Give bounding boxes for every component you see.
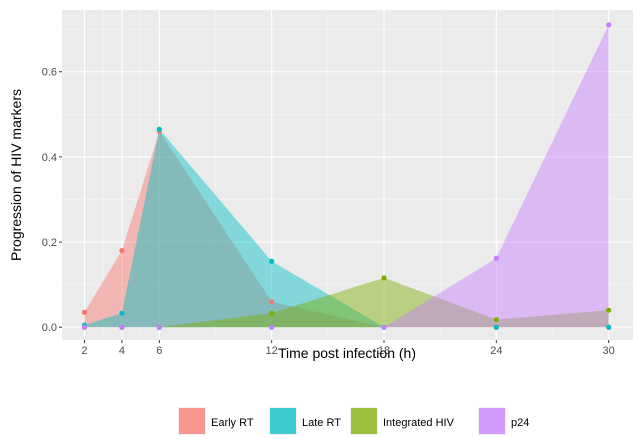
point-p24 xyxy=(381,324,387,330)
point-p24 xyxy=(81,324,88,330)
point-early-rt xyxy=(81,309,88,315)
x-axis-title: Time post infection (h) xyxy=(278,345,416,361)
legend-swatch-integrated-hiv xyxy=(351,408,377,434)
area-early-rt xyxy=(84,131,609,328)
point-early-rt xyxy=(119,247,125,254)
point-integrated-hiv xyxy=(606,307,612,313)
y-tick-label: 0.2 xyxy=(42,237,57,249)
point-integrated-hiv xyxy=(493,316,499,323)
legend-swatch-p24 xyxy=(479,408,505,434)
legend-swatch-late-rt xyxy=(270,408,296,434)
point-late-rt xyxy=(493,324,499,330)
area-p24 xyxy=(84,24,609,328)
y-tick-label: 0.6 xyxy=(42,67,57,79)
y-tick-label: 0.0 xyxy=(42,322,57,334)
point-p24 xyxy=(606,22,612,28)
series-points xyxy=(81,22,612,330)
point-late-rt xyxy=(119,310,125,316)
x-tick-label: 6 xyxy=(156,345,162,357)
point-p24 xyxy=(156,324,162,330)
legend-label-integrated-hiv: Integrated HIV xyxy=(383,417,455,429)
y-tick-label: 0.4 xyxy=(42,152,57,164)
point-p24 xyxy=(119,324,125,330)
legend: Early RT Late RT Integrated HIV p24 xyxy=(178,407,529,435)
point-p24 xyxy=(493,255,499,261)
series-areas xyxy=(84,24,609,328)
legend-label-early-rt: Early RT xyxy=(211,417,254,429)
x-tick-label: 4 xyxy=(119,345,125,357)
x-tick-label: 30 xyxy=(603,345,615,357)
y-axis-ticks: 0.0 0.2 0.4 0.6 xyxy=(42,67,62,334)
point-p24 xyxy=(269,324,275,330)
x-tick-label: 2 xyxy=(81,345,87,357)
legend-label-late-rt: Late RT xyxy=(302,417,341,429)
point-late-rt xyxy=(269,258,275,264)
x-tick-label: 12 xyxy=(266,345,278,357)
point-late-rt xyxy=(156,126,162,132)
point-late-rt xyxy=(606,324,612,330)
x-tick-label: 24 xyxy=(490,345,502,357)
point-early-rt xyxy=(269,299,275,305)
area-integrated-hiv xyxy=(84,277,609,328)
plot-panel xyxy=(62,10,633,340)
point-integrated-hiv xyxy=(269,310,275,316)
y-axis-title: Progression of HIV markers xyxy=(8,89,24,261)
minor-gridlines xyxy=(62,10,633,340)
legend-label-p24: p24 xyxy=(511,417,529,429)
point-integrated-hiv xyxy=(381,275,387,281)
x-tick-label: 18 xyxy=(378,345,390,357)
area-late-rt xyxy=(84,129,609,328)
legend-swatch-early-rt xyxy=(179,408,205,434)
x-axis-ticks: 2 4 6 12 18 24 30 xyxy=(81,340,615,357)
